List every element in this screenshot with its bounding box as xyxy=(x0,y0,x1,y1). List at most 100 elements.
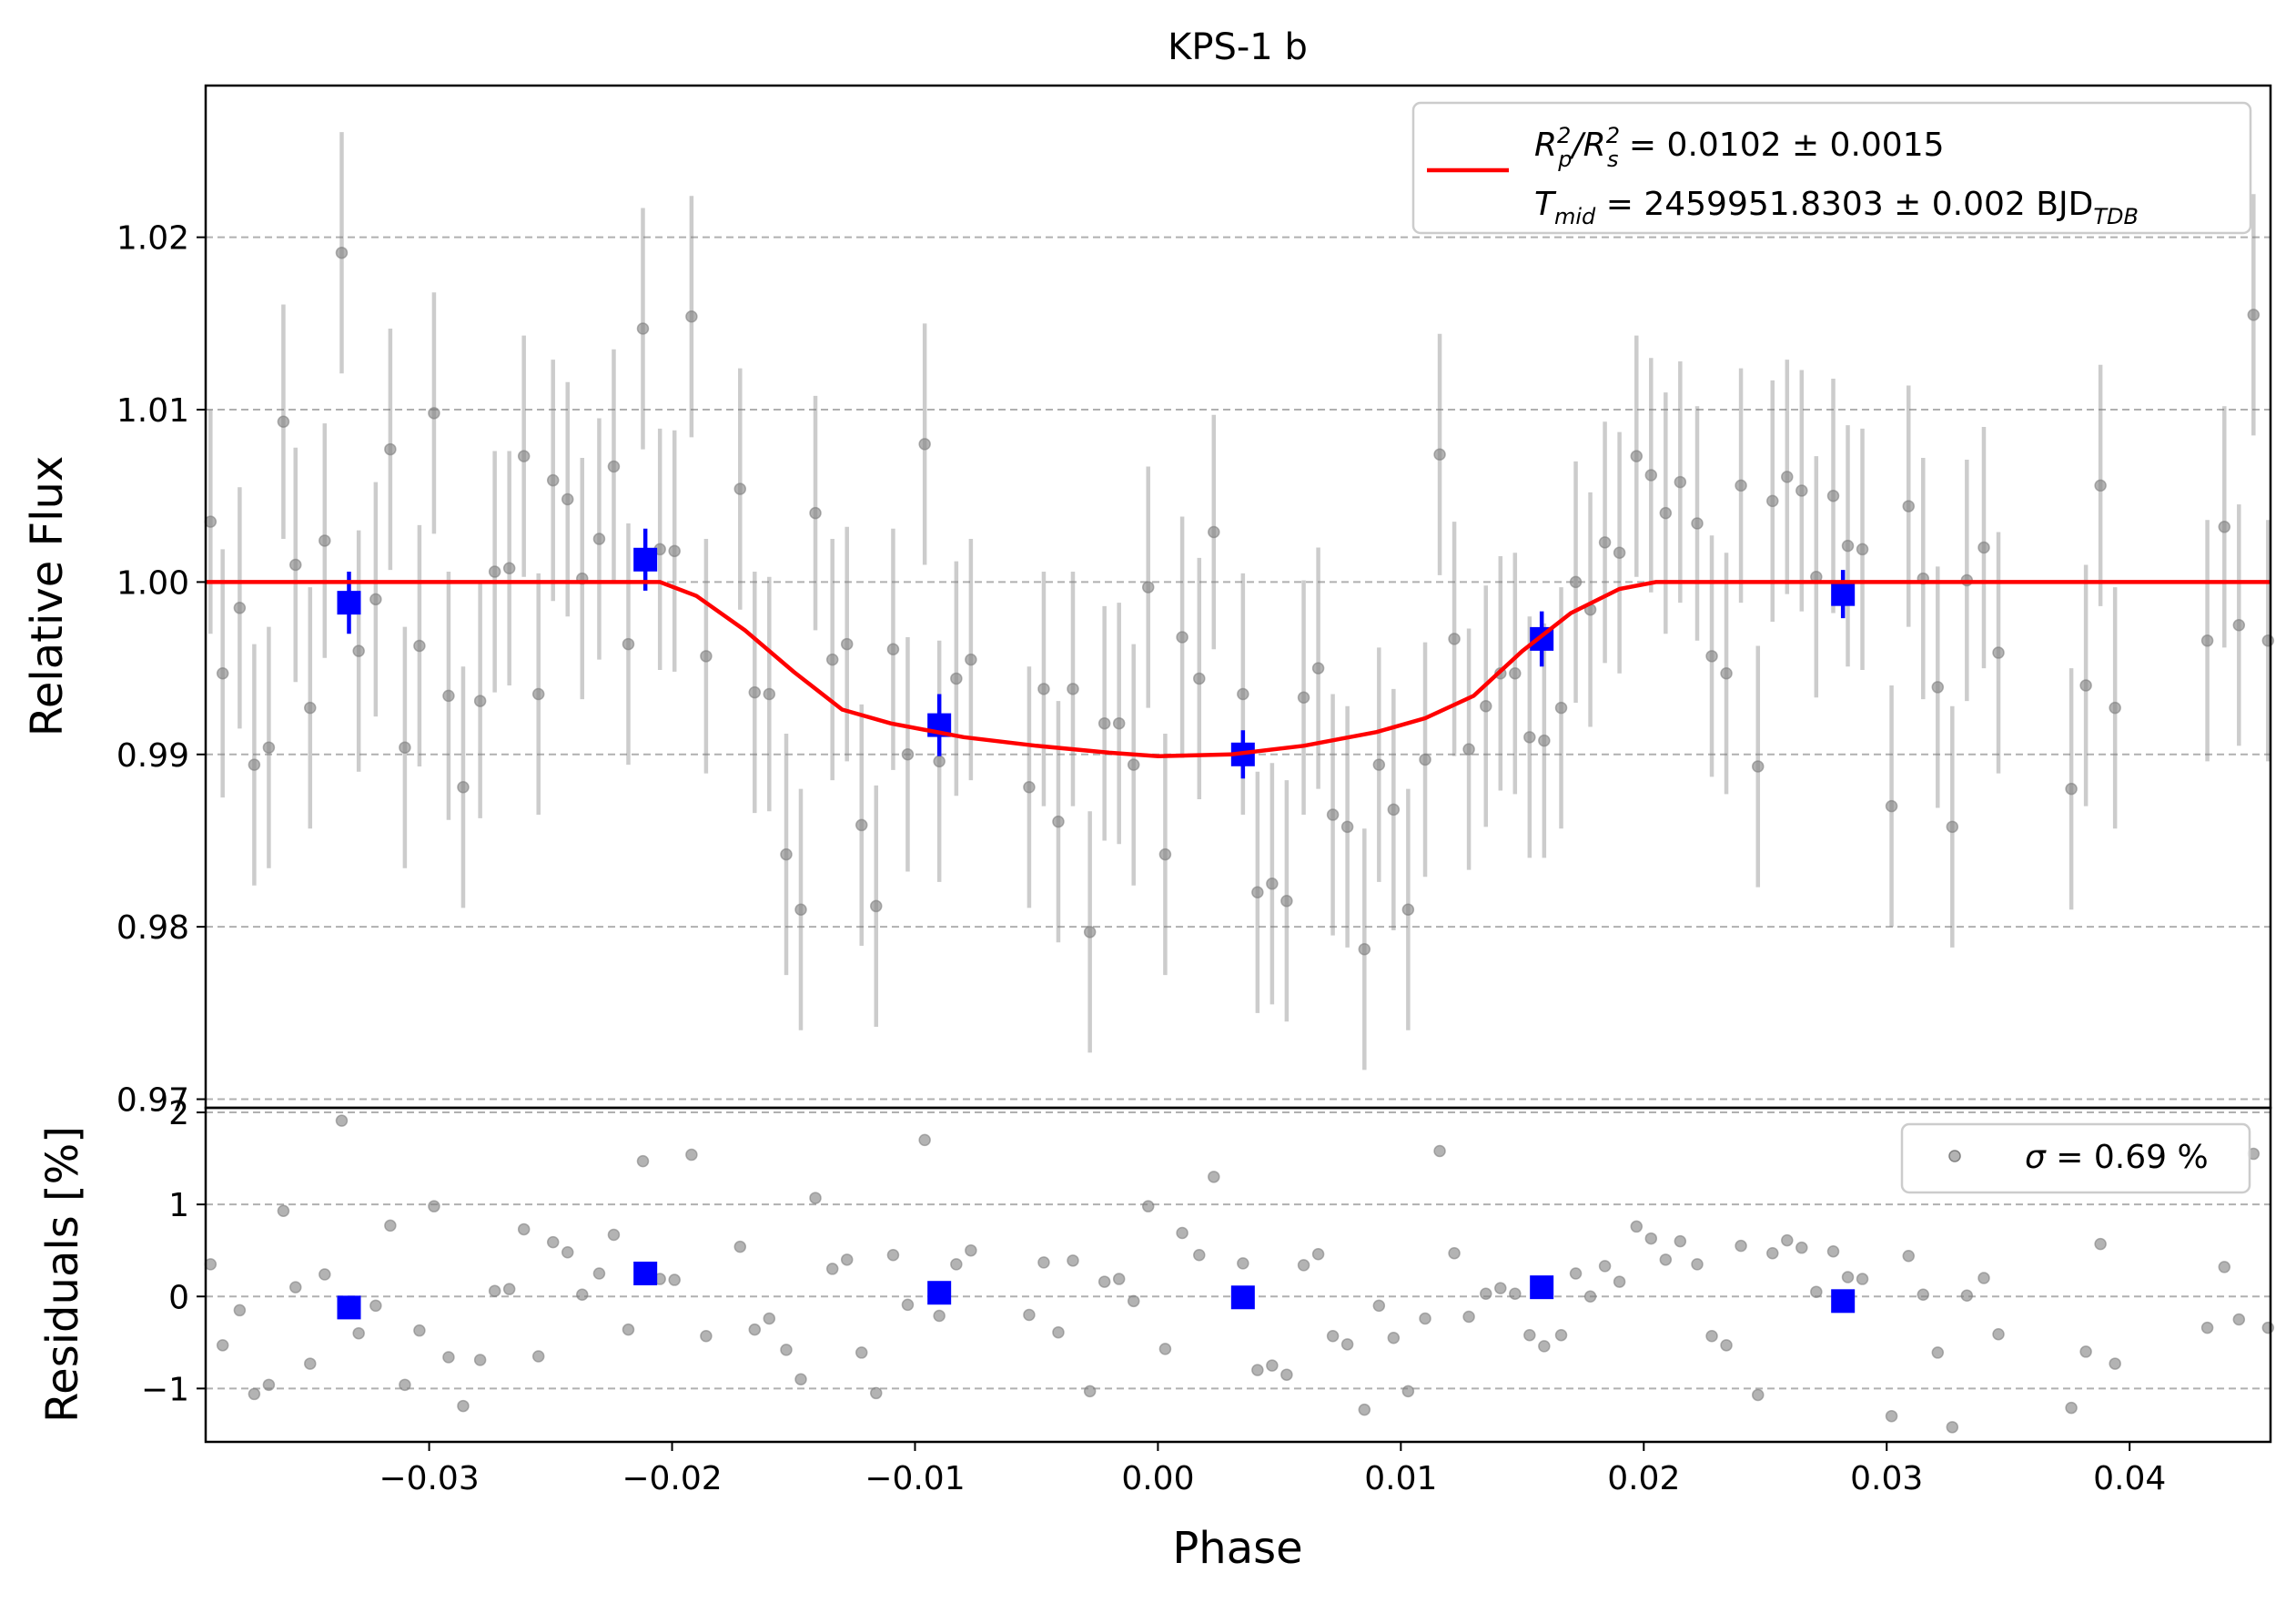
residual-point xyxy=(428,1200,440,1212)
flux-point xyxy=(1795,484,1808,497)
residual-point xyxy=(763,1312,776,1325)
flux-point xyxy=(809,506,822,520)
flux-point xyxy=(763,687,776,701)
flux-point xyxy=(1856,543,1869,556)
residual-point xyxy=(1280,1368,1293,1381)
flux-point xyxy=(1237,687,1249,701)
flux-point xyxy=(1112,716,1126,730)
flux-point xyxy=(2109,701,2121,715)
residual-point xyxy=(2200,1321,2214,1334)
residual-point xyxy=(1326,1329,1340,1343)
residual-point xyxy=(1917,1288,1930,1301)
flux-point xyxy=(1067,683,1079,695)
residual-point xyxy=(886,1249,900,1262)
residual-unbinned-points xyxy=(204,1114,2275,1434)
flux-point xyxy=(262,741,276,754)
flux-point xyxy=(794,903,807,916)
residual-point xyxy=(622,1323,635,1336)
flux-point xyxy=(1083,926,1097,938)
flux-binned-point xyxy=(633,547,658,572)
flux-point xyxy=(855,818,868,832)
flux-point xyxy=(1509,667,1522,680)
residual-point xyxy=(1826,1244,1840,1258)
x-tick-label: 0.04 xyxy=(2093,1460,2166,1497)
residual-point xyxy=(1112,1273,1126,1285)
residual-point xyxy=(1297,1259,1310,1272)
flux-point xyxy=(733,482,747,495)
x-axis-label: Phase xyxy=(1172,1523,1302,1574)
residual-point xyxy=(1340,1338,1354,1351)
flux-point xyxy=(1613,546,1626,559)
flux-point xyxy=(2079,679,2092,692)
residual-point xyxy=(531,1350,545,1363)
residual-point xyxy=(1237,1257,1249,1270)
residual-point xyxy=(576,1288,589,1301)
flux-point xyxy=(1523,731,1536,744)
flux-point xyxy=(1691,517,1704,530)
x-tick-label: 0.01 xyxy=(1364,1460,1437,1497)
residual-point xyxy=(1052,1325,1065,1339)
residual-point xyxy=(780,1344,793,1356)
flux-point xyxy=(636,322,650,335)
residual-point xyxy=(700,1329,713,1343)
residual-binned-point xyxy=(1831,1289,1856,1314)
flux-point xyxy=(1630,450,1644,462)
residual-y-tick-label: 2 xyxy=(168,1095,189,1132)
flux-point xyxy=(1705,650,1718,663)
x-ticks: −0.03 −0.02 −0.01 0.00 0.01 0.02 0.03 0.04 xyxy=(379,1442,2166,1497)
legend-line-rp-rs: R2 p/R2 s = 0.0102 ± 0.0015 xyxy=(1534,123,1945,172)
residual-point xyxy=(1931,1346,1945,1359)
legend-line-tmid: Tmid = 2459951.8303 ± 0.002 BJDTDB xyxy=(1534,186,2139,229)
residual-point xyxy=(1067,1254,1079,1267)
flux-point xyxy=(1208,525,1220,539)
flux-point xyxy=(918,438,931,451)
residual-point xyxy=(1387,1332,1401,1344)
residual-point xyxy=(668,1273,681,1286)
residuals-panel: −1 0 1 2 −0.03 −0.02 −0.01 0.00 0.01 0.02 0.03 0.0… xyxy=(37,1095,2275,1574)
residual-point xyxy=(1598,1260,1612,1273)
residual-point xyxy=(1705,1329,1718,1343)
flux-point xyxy=(1538,734,1551,747)
residual-point xyxy=(502,1283,516,1295)
flux-point xyxy=(933,755,946,768)
flux-point xyxy=(352,644,365,657)
flux-point xyxy=(870,899,883,913)
flux-point xyxy=(335,246,349,259)
residual-point xyxy=(733,1240,747,1253)
residual-y-tick-label: −1 xyxy=(141,1371,189,1408)
flux-point xyxy=(399,741,411,754)
residual-point xyxy=(950,1258,963,1271)
residual-point xyxy=(901,1298,915,1312)
residual-point xyxy=(233,1304,247,1317)
flux-point xyxy=(1358,943,1371,956)
flux-point xyxy=(1097,716,1111,730)
residual-point xyxy=(216,1339,229,1352)
residual-point xyxy=(1419,1312,1431,1325)
x-tick-label: −0.02 xyxy=(622,1460,722,1497)
residual-point xyxy=(870,1386,883,1400)
residual-point xyxy=(1554,1328,1568,1342)
residual-point xyxy=(809,1192,822,1204)
residual-point xyxy=(546,1235,560,1249)
residual-binned-point xyxy=(633,1261,658,1285)
flux-point xyxy=(1052,815,1065,828)
flux-point xyxy=(531,687,545,701)
residual-point xyxy=(1720,1339,1733,1352)
flux-y-ticks: 0.97 0.98 0.99 1.00 1.01 1.02 xyxy=(116,220,206,1120)
residual-point xyxy=(1494,1282,1507,1294)
flux-point xyxy=(1037,683,1050,695)
flux-point xyxy=(1297,691,1310,705)
residual-point xyxy=(855,1346,868,1359)
flux-point xyxy=(685,310,698,323)
residual-point xyxy=(1023,1308,1036,1322)
flux-point xyxy=(1433,448,1446,462)
flux-point xyxy=(1841,539,1855,553)
residual-point xyxy=(1659,1253,1673,1266)
residual-point xyxy=(1960,1289,1974,1302)
flux-y-tick-label: 0.98 xyxy=(116,909,189,947)
flux-point xyxy=(668,544,681,558)
residual-point xyxy=(413,1324,426,1337)
residual-binned-point xyxy=(1230,1285,1255,1310)
residual-point xyxy=(1946,1421,1959,1434)
